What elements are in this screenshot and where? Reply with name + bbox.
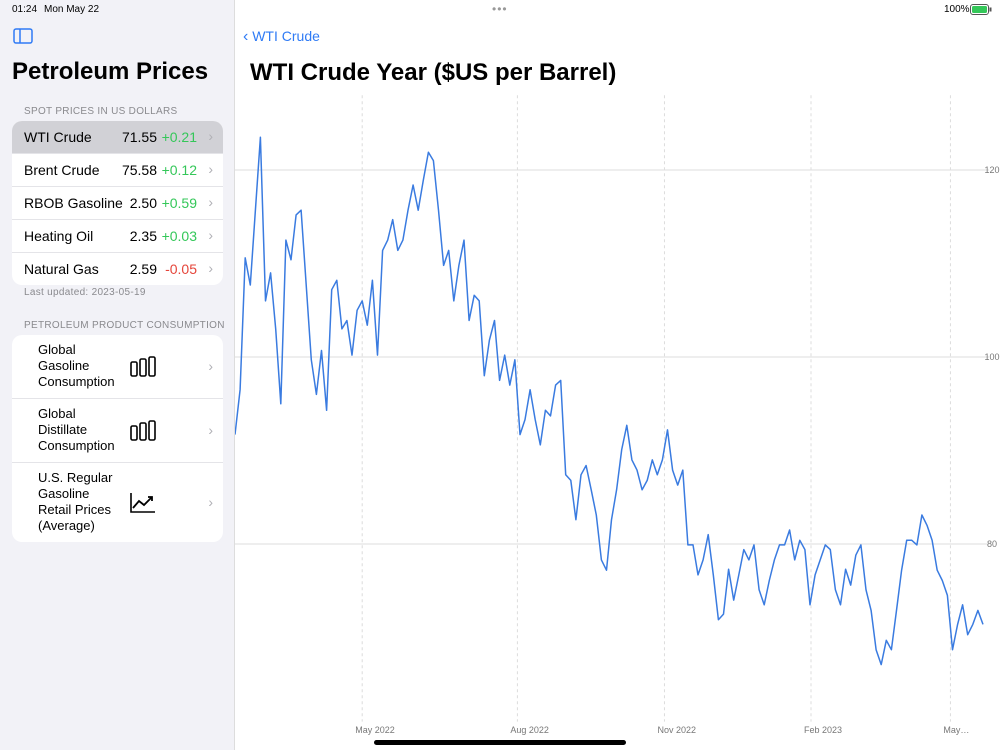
row-change[interactable]: +0.21 xyxy=(161,129,197,145)
y-tick-label: 120 xyxy=(984,165,999,175)
x-tick-label: Nov 2022 xyxy=(657,725,696,735)
row-label[interactable]: Global Gasoline Consumption xyxy=(38,342,115,389)
section-header: PETROLEUM PRODUCT CONSUMPTION xyxy=(24,320,225,331)
row-price[interactable]: 75.58 xyxy=(121,162,157,178)
section-header: SPOT PRICES IN US DOLLARS xyxy=(24,106,178,117)
row-name[interactable]: Brent Crude xyxy=(24,162,100,178)
row-name[interactable]: Heating Oil xyxy=(24,228,94,244)
chevron[interactable]: › xyxy=(208,128,213,144)
x-tick-label: Feb 2023 xyxy=(804,725,842,735)
row-icon[interactable] xyxy=(130,492,158,517)
chevron[interactable]: › xyxy=(208,357,213,374)
sidebar-toggle[interactable] xyxy=(13,28,33,44)
row-name[interactable]: WTI Crude xyxy=(24,129,92,145)
home-indicator xyxy=(374,740,626,745)
icon-glyph[interactable] xyxy=(130,355,158,378)
chevron[interactable]: › xyxy=(208,227,213,243)
spot-row[interactable]: RBOB Gasoline 2.50 +0.59 › xyxy=(12,187,223,220)
chevron[interactable]: › xyxy=(208,161,213,177)
row-change[interactable]: +0.03 xyxy=(161,228,197,244)
row-icon[interactable] xyxy=(130,355,158,381)
chart: May 2022 Aug 2022 Nov 2022 Feb 2023 May… 80 10… xyxy=(235,95,1000,735)
consumption-row[interactable]: Global Distillate Consumption › xyxy=(12,399,223,463)
sidebar: 01:24 Mon May 22 Petroleum Prices SPOT P… xyxy=(0,0,235,750)
row-name[interactable]: RBOB Gasoline xyxy=(24,195,123,211)
price-line xyxy=(235,136,984,666)
spot-row[interactable]: Brent Crude 75.58 +0.12 › xyxy=(12,154,223,187)
row-change[interactable]: +0.59 xyxy=(161,195,197,211)
status-date: Mon May 22 xyxy=(44,4,100,15)
chevron[interactable]: › xyxy=(208,493,213,510)
y-tick-label: 100 xyxy=(984,352,999,362)
row-label[interactable]: Global Distillate Consumption xyxy=(38,406,115,453)
back-button[interactable]: ‹ WTI Crude xyxy=(243,28,320,45)
chevron[interactable]: › xyxy=(208,260,213,276)
x-tick-label: May 2022 xyxy=(355,725,395,735)
row-price[interactable]: 2.35 xyxy=(129,228,157,244)
row-price[interactable]: 2.59 xyxy=(129,261,157,277)
row-name[interactable]: Natural Gas xyxy=(24,261,99,277)
chevron[interactable]: › xyxy=(208,194,213,210)
chevron[interactable]: › xyxy=(208,421,213,438)
consumption-list: Global Gasoline Consumption › Global Disti… xyxy=(12,335,223,542)
x-tick-label: Aug 2022 xyxy=(510,725,549,735)
row-price[interactable]: 71.55 xyxy=(121,129,157,145)
spot-row[interactable]: Natural Gas 2.59 -0.05 › xyxy=(12,253,223,285)
row-change[interactable]: +0.12 xyxy=(161,162,197,178)
spot-row[interactable]: WTI Crude 71.55 +0.21 › xyxy=(12,121,223,154)
row-change[interactable]: -0.05 xyxy=(165,261,197,277)
row-icon[interactable] xyxy=(130,419,158,445)
back-label[interactable]: WTI Crude xyxy=(252,28,320,44)
spot-list: WTI Crude 71.55 +0.21 › Brent Crude 75.58 +0.1… xyxy=(12,121,223,285)
detail-title: WTI Crude Year ($US per Barrel) xyxy=(250,59,617,86)
icon-glyph[interactable] xyxy=(130,492,158,514)
spot-row[interactable]: Heating Oil 2.35 +0.03 › xyxy=(12,220,223,253)
row-price[interactable]: 2.50 xyxy=(129,195,157,211)
consumption-row[interactable]: U.S. Regular Gasoline Retail Prices (Ave… xyxy=(12,463,223,542)
x-tick-label: May… xyxy=(943,725,969,735)
status-time: 01:24 xyxy=(12,4,38,15)
row-label[interactable]: U.S. Regular Gasoline Retail Prices (Ave… xyxy=(38,470,113,533)
last-updated: Last updated: 2023-05-19 xyxy=(24,287,146,298)
sidebar-title: Petroleum Prices xyxy=(12,58,209,85)
y-tick-label: 80 xyxy=(987,539,997,549)
icon-glyph[interactable] xyxy=(130,419,158,442)
consumption-row[interactable]: Global Gasoline Consumption › xyxy=(12,335,223,399)
